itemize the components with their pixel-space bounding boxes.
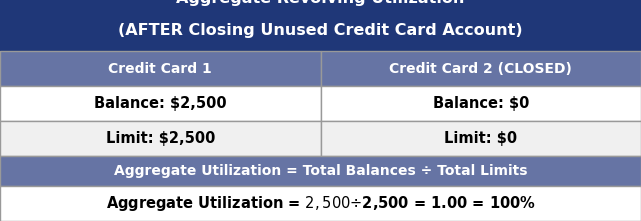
FancyBboxPatch shape [0, 186, 641, 221]
FancyBboxPatch shape [0, 0, 641, 51]
FancyBboxPatch shape [0, 121, 320, 156]
Text: Aggregate Revolving Utilization: Aggregate Revolving Utilization [176, 0, 465, 6]
Text: Balance: $0: Balance: $0 [433, 96, 529, 111]
FancyBboxPatch shape [320, 86, 641, 121]
Text: Credit Card 2 (CLOSED): Credit Card 2 (CLOSED) [389, 62, 572, 76]
FancyBboxPatch shape [320, 121, 641, 156]
Text: Credit Card 1: Credit Card 1 [108, 62, 212, 76]
FancyBboxPatch shape [0, 156, 641, 186]
FancyBboxPatch shape [0, 86, 320, 121]
Text: Aggregate Utilization = $2,500 ÷ $2,500 = 1.00 = 100%: Aggregate Utilization = $2,500 ÷ $2,500 … [106, 194, 535, 213]
Text: Limit: $0: Limit: $0 [444, 131, 517, 146]
Text: Balance: $2,500: Balance: $2,500 [94, 96, 226, 111]
FancyBboxPatch shape [320, 51, 641, 86]
Text: Limit: $2,500: Limit: $2,500 [106, 131, 215, 146]
FancyBboxPatch shape [0, 51, 320, 86]
Text: Aggregate Utilization = Total Balances ÷ Total Limits: Aggregate Utilization = Total Balances ÷… [113, 164, 528, 178]
Text: (AFTER Closing Unused Credit Card Account): (AFTER Closing Unused Credit Card Accoun… [118, 23, 523, 38]
